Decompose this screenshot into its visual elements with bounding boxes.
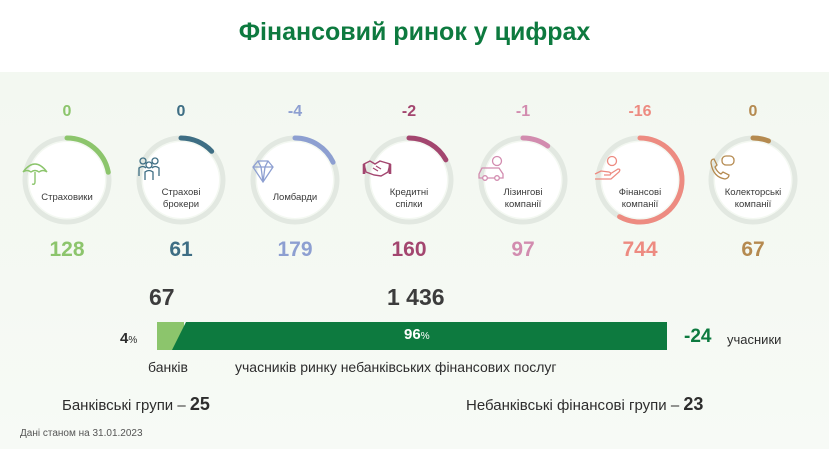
footnote: Дані станом на 31.01.2023	[20, 428, 143, 439]
ring-change-value: -2	[401, 103, 417, 120]
ring-progress-arc	[136, 135, 226, 225]
ring-inner-disc	[257, 142, 333, 218]
diamond-icon	[252, 160, 274, 184]
ring-6: Фінансові компанії	[592, 132, 688, 228]
ring-label-line2: спілки	[395, 199, 423, 210]
ring-inner-disc	[371, 142, 447, 218]
ring-progress-arc	[595, 135, 685, 225]
handshake-icon	[362, 160, 392, 177]
stats-panel	[0, 72, 829, 449]
ring-label-line1: Колекторські	[724, 187, 782, 198]
ring-7: Колекторські компанії	[705, 132, 801, 228]
ring-progress-arc	[250, 135, 340, 225]
ring-count-value: 179	[277, 238, 313, 261]
ring-count-value: 97	[511, 238, 535, 261]
ring-inner-disc	[485, 142, 561, 218]
nonbank-share-sign: %	[420, 331, 430, 342]
ring-label-line1: Фінансові	[618, 187, 662, 198]
ring-change-value: 0	[62, 103, 72, 120]
ring-count-value: 67	[741, 238, 765, 261]
ring-label-line1: Лізингові	[503, 187, 543, 198]
ring-3: Ломбарди	[247, 132, 343, 228]
ring-count-value: 744	[622, 238, 658, 261]
ring-label: Страхові брокери	[133, 187, 229, 211]
ring-change-value: 0	[748, 103, 758, 120]
ring-chart	[136, 135, 226, 225]
phone-chat-icon	[710, 155, 735, 180]
nonbank-groups-label: Небанківські фінансові групи –	[466, 397, 680, 414]
people-group-icon	[138, 157, 160, 180]
hand-money-icon	[594, 155, 621, 180]
ring-change-value: -1	[515, 103, 531, 120]
ring-inner-disc	[602, 142, 678, 218]
nonbank-share-bar	[172, 322, 667, 350]
bank-groups-value: 25	[189, 394, 210, 414]
ring-chart	[364, 135, 454, 225]
ring-2: Страхові брокери	[133, 132, 229, 228]
ring-change-value: -16	[628, 103, 652, 120]
ring-label: Лізингові компанії	[475, 187, 571, 211]
ring-count-value: 160	[391, 238, 427, 261]
page-title: Фінансовий ринок у цифрах	[238, 18, 591, 46]
ring-label-line2: брокери	[162, 199, 200, 210]
ring-progress-arc	[708, 135, 798, 225]
ring-label: Фінансові компанії	[592, 187, 688, 211]
ring-label: Страховики	[19, 192, 115, 204]
ring-progress-arc	[22, 135, 112, 225]
ring-label: Колекторські компанії	[705, 187, 801, 211]
car-leasing-icon	[478, 155, 504, 181]
nonbank-groups-value: 23	[683, 394, 704, 414]
nonbank-share-value: 96	[404, 326, 421, 343]
bank-groups-label: Банківські групи –	[62, 397, 186, 414]
nonbank-groups: Небанківські фінансові групи – 23	[466, 394, 703, 415]
banks-share-sign: %	[128, 335, 138, 346]
nonbank-count: 1 436	[387, 284, 445, 310]
ring-4: Кредитні спілки	[361, 132, 457, 228]
ring-label-line1: Страховики	[41, 192, 93, 203]
ring-progress-arc	[478, 135, 568, 225]
ring-chart	[250, 135, 340, 225]
ring-progress-arc	[364, 135, 454, 225]
ring-1: Страховики	[19, 132, 115, 228]
ring-label: Кредитні спілки	[361, 187, 457, 211]
banks-share-value: 4	[120, 330, 129, 347]
ring-count-value: 128	[49, 238, 85, 261]
bank-groups: Банківські групи – 25	[62, 394, 210, 415]
nonbank-share: 96%	[404, 326, 430, 343]
ring-change-value: -4	[287, 103, 303, 120]
umbrella-icon	[22, 163, 48, 185]
ring-label-line1: Кредитні	[389, 187, 429, 198]
banks-share: 4%	[120, 330, 137, 347]
ring-change-value: 0	[176, 103, 186, 120]
ring-label: Ломбарди	[247, 192, 343, 204]
ring-label-line1: Страхові	[161, 187, 201, 198]
ring-label-line2: компанії	[504, 199, 542, 210]
nonbank-label: учасників ринку небанківських фінансових…	[235, 359, 557, 375]
ring-label-line1: Ломбарди	[272, 192, 318, 203]
ring-chart	[22, 135, 112, 225]
ring-5: Лізингові компанії	[475, 132, 571, 228]
ring-chart	[595, 135, 685, 225]
nonbank-delta-label: учасники	[727, 332, 782, 347]
ring-inner-disc	[29, 142, 105, 218]
ring-inner-disc	[143, 142, 219, 218]
ring-label-line2: компанії	[621, 199, 659, 210]
banks-count: 67	[149, 284, 175, 310]
banks-label: банків	[148, 359, 188, 375]
ring-count-value: 61	[169, 238, 193, 261]
ring-label-line2: компанії	[734, 199, 772, 210]
ring-chart	[478, 135, 568, 225]
nonbank-delta: -24	[684, 326, 712, 347]
